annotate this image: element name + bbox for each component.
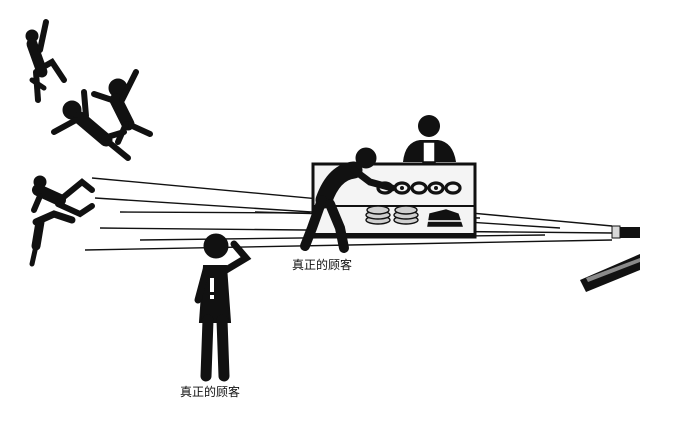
- shop-customer: [300, 147, 396, 253]
- shop-customer-caption: 真正的顾客: [292, 258, 353, 272]
- front-customer-caption: 真正的顾客: [180, 385, 241, 399]
- flying-figure: [25, 19, 67, 103]
- flying-figure: [29, 210, 76, 267]
- flying-figure: [31, 175, 95, 218]
- flying-figure: [51, 89, 131, 161]
- front-customer: [194, 233, 252, 382]
- tilted-bar: [580, 254, 640, 292]
- flying-figure: [91, 69, 153, 145]
- flying-people: [25, 19, 153, 267]
- shelf-items-bottom: [365, 205, 463, 227]
- speed-line: [84, 239, 613, 251]
- exclamation-icon: [210, 278, 214, 299]
- flashlight-icon: [611, 225, 640, 239]
- shopkeeper: [403, 115, 456, 163]
- shop-stall: [311, 115, 477, 239]
